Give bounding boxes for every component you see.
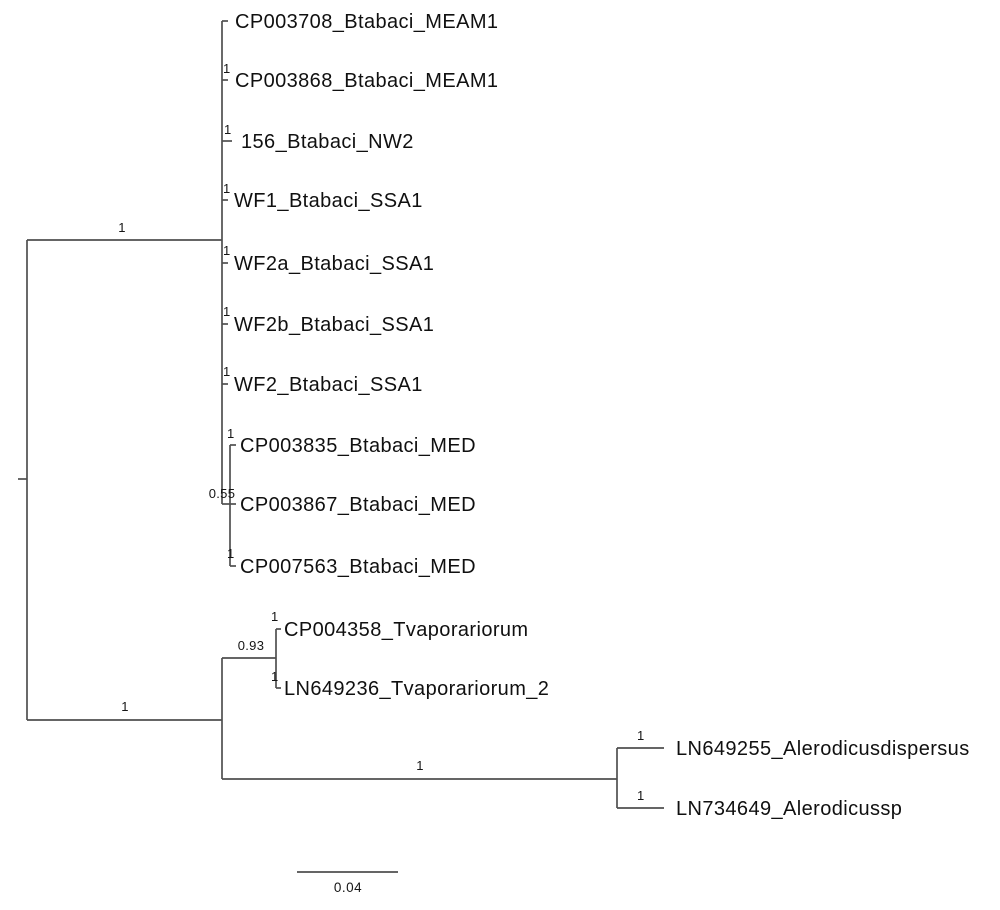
- tip-label: WF2b_Btabaci_SSA1: [234, 314, 434, 336]
- tip-label: CP003867_Btabaci_MED: [240, 494, 476, 516]
- scale-bar-label: 0.04: [334, 880, 362, 895]
- support-value: 1: [121, 699, 129, 714]
- tip-label: WF2_Btabaci_SSA1: [234, 374, 423, 396]
- support-value: 1: [223, 364, 231, 379]
- tip-label: WF2a_Btabaci_SSA1: [234, 253, 434, 275]
- tip-label: LN734649_Alerodicussp: [676, 798, 902, 820]
- support-value: 1: [637, 728, 645, 743]
- tip-label: CP003708_Btabaci_MEAM1: [235, 11, 498, 33]
- support-value: 1: [227, 546, 235, 561]
- tip-label: LN649255_Alerodicusdispersus: [676, 738, 970, 760]
- tip-label: LN649236_Tvaporariorum_2: [284, 678, 549, 700]
- support-value: 1: [416, 758, 424, 773]
- support-value: 1: [271, 669, 279, 684]
- support-value: 1: [223, 181, 231, 196]
- support-value: 1: [223, 61, 231, 76]
- tip-label: CP003868_Btabaci_MEAM1: [235, 70, 498, 92]
- tip-label: CP007563_Btabaci_MED: [240, 556, 476, 578]
- support-value: 1: [227, 426, 235, 441]
- tip-label: WF1_Btabaci_SSA1: [234, 190, 423, 212]
- tip-label: 156_Btabaci_NW2: [241, 131, 414, 153]
- support-value: 1: [637, 788, 645, 803]
- support-value: 1: [223, 243, 231, 258]
- tip-label: CP003835_Btabaci_MED: [240, 435, 476, 457]
- support-value: 0.55: [209, 486, 236, 501]
- support-value: 1: [271, 609, 279, 624]
- support-value: 1: [118, 220, 126, 235]
- tip-label: CP004358_Tvaporariorum: [284, 619, 528, 641]
- support-value: 1: [224, 122, 232, 137]
- support-value: 1: [223, 304, 231, 319]
- support-value: 0.93: [238, 638, 265, 653]
